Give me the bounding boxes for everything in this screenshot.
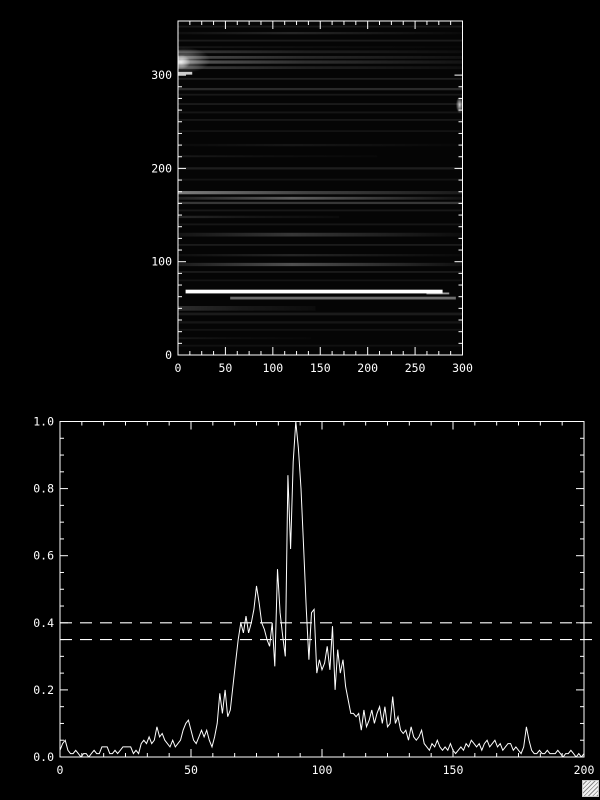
y-tick-label: 0.8 [33, 482, 54, 496]
x-tick-label: 50 [218, 361, 232, 375]
x-tick-label: 200 [357, 361, 378, 375]
image-streak [178, 191, 463, 195]
image-streak [178, 143, 463, 147]
image-streak [178, 321, 463, 324]
image-streak [178, 344, 463, 347]
image-streak [178, 312, 463, 316]
image-streak [178, 103, 463, 105]
x-tick-label: 0 [57, 763, 64, 777]
x-tick-label: 100 [262, 361, 283, 375]
image-streak [426, 292, 450, 295]
image-streak [178, 46, 463, 49]
image-streak [178, 328, 463, 331]
image-streak [178, 60, 463, 64]
image-streak [185, 289, 443, 294]
image-streak [230, 296, 456, 300]
image-streak [178, 118, 463, 121]
image-streak [178, 50, 463, 54]
x-tick-label: 0 [175, 361, 182, 375]
image-streak [178, 271, 463, 273]
image-streak [178, 243, 463, 246]
y-tick-label: 0.4 [33, 616, 54, 630]
x-tick-label: 150 [310, 361, 331, 375]
axes: 0 50 100 150 200 0.0 0.2 0.4 0.6 0.8 1.0 [33, 415, 594, 778]
y-tick-label: 0.0 [33, 750, 54, 764]
x-tick-label: 150 [443, 763, 464, 777]
image-blob [455, 96, 463, 114]
image-streak [178, 196, 463, 200]
image-streak [178, 209, 463, 212]
image-streak [178, 93, 463, 96]
image-streak [178, 215, 340, 219]
spectral-image-chart: 0 50 100 150 200 250 300 0 100 200 300 [151, 20, 473, 375]
threshold-lines [60, 622, 600, 641]
x-tick-label: 250 [405, 361, 426, 375]
image-streak [178, 87, 463, 91]
image-streak [178, 55, 463, 59]
x-tick-label: 50 [184, 763, 198, 777]
image-streak [178, 39, 463, 42]
image-streak [178, 201, 463, 205]
image-streak [178, 71, 193, 75]
image-blob [178, 54, 191, 70]
image-streak [178, 254, 463, 257]
x-tick-label: 100 [312, 763, 333, 777]
intensity-profile-chart: 0 50 100 150 200 0.0 0.2 0.4 0.6 0.8 1.0 [33, 415, 600, 778]
y-tick-label: 100 [151, 255, 172, 269]
image-streak [178, 262, 463, 267]
image-streak [178, 111, 463, 114]
y-tick-label: 0.6 [33, 549, 54, 563]
y-tick-label: 0.2 [33, 683, 54, 697]
image-streak [178, 155, 378, 158]
resize-grip-icon[interactable] [582, 780, 599, 797]
image-streak [178, 178, 463, 181]
image-streak [178, 130, 463, 133]
y-tick-label: 1.0 [33, 415, 54, 429]
profile-line [60, 421, 584, 757]
image-streak [178, 306, 316, 311]
y-tick-label: 200 [151, 161, 172, 175]
image-content [178, 21, 463, 355]
image-streak [178, 31, 463, 35]
image-streak [178, 66, 463, 70]
x-tick-label: 300 [452, 361, 473, 375]
y-tick-label: 0 [165, 348, 172, 362]
image-streak [178, 279, 463, 282]
plot-frame [59, 421, 585, 758]
image-streak [178, 77, 463, 80]
image-streak [178, 232, 463, 237]
image-streak [178, 167, 463, 170]
image-streak [178, 337, 311, 340]
y-tick-label: 300 [151, 68, 172, 82]
x-tick-label: 200 [574, 763, 595, 777]
image-streak [178, 223, 463, 226]
axes: 0 50 100 150 200 250 300 0 100 200 300 [151, 20, 473, 375]
